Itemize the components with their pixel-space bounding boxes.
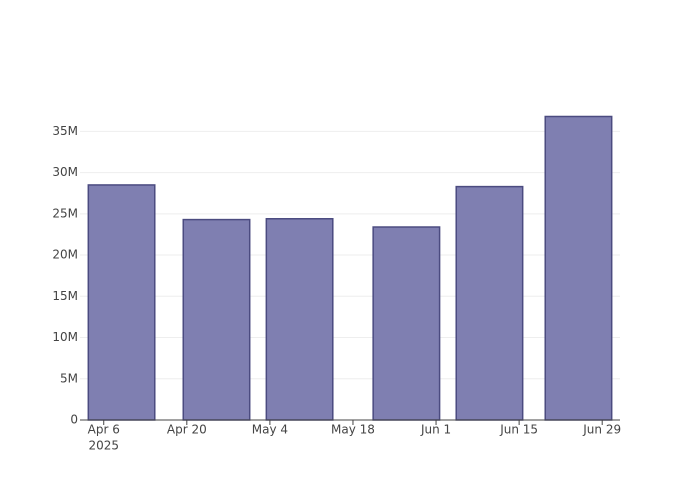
x-tick-label: Jun 15	[499, 423, 538, 437]
bar	[372, 226, 441, 421]
x-tick-label: Apr 6	[88, 423, 120, 437]
x-tick-year: 2025	[88, 439, 119, 453]
x-tick-label: May 18	[331, 423, 375, 437]
y-tick-label: 25M	[52, 206, 78, 220]
bar	[455, 185, 524, 421]
bar	[265, 218, 334, 421]
y-tick-label: 35M	[52, 124, 78, 138]
bar	[182, 218, 251, 421]
bar	[544, 115, 613, 421]
y-tick-label: 20M	[52, 248, 78, 262]
y-tick-label: 15M	[52, 289, 78, 303]
y-tick-label: 10M	[52, 330, 78, 344]
x-tick-label: May 4	[252, 423, 288, 437]
x-tick-label: Jun 1	[420, 423, 451, 437]
x-tick-label: Apr 20	[167, 423, 207, 437]
bar	[87, 184, 156, 421]
y-tick-label: 5M	[60, 371, 78, 385]
y-tick-label: 30M	[52, 165, 78, 179]
y-tick-label: 0	[70, 413, 78, 427]
x-tick-label: Jun 29	[582, 423, 621, 437]
